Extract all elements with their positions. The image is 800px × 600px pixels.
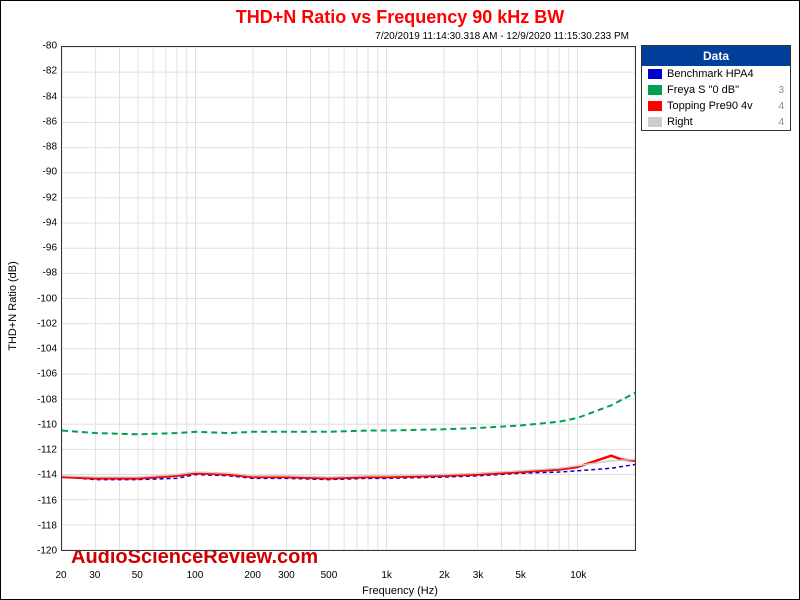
y-tick: -86: [29, 116, 57, 127]
x-tick: 200: [244, 570, 261, 581]
legend: Data Benchmark HPA4 Freya S "0 dB" 3 Toppin…: [641, 45, 791, 131]
x-tick: 1k: [381, 570, 392, 581]
y-axis-label: THD+N Ratio (dB): [7, 261, 19, 351]
y-tick: -120: [29, 546, 57, 557]
legend-label: Topping Pre90 4v: [667, 100, 753, 112]
x-tick: 100: [187, 570, 204, 581]
legend-count: 4: [778, 101, 784, 112]
y-tick: -92: [29, 192, 57, 203]
y-tick: -106: [29, 369, 57, 380]
legend-header: Data: [642, 46, 790, 66]
x-tick: 50: [132, 570, 143, 581]
legend-items: Benchmark HPA4 Freya S "0 dB" 3 Topping Pre…: [642, 66, 790, 130]
y-tick: -84: [29, 91, 57, 102]
chart-title: THD+N Ratio vs Frequency 90 kHz BW: [236, 7, 565, 28]
timestamps: 7/20/2019 11:14:30.318 AM - 12/9/2020 11…: [375, 31, 629, 42]
y-tick: -88: [29, 142, 57, 153]
y-tick: -110: [29, 419, 57, 430]
legend-item: Topping Pre90 4v 4: [642, 98, 790, 114]
legend-label: Freya S "0 dB": [667, 84, 739, 96]
legend-swatch: [648, 117, 662, 127]
legend-item: Right 4: [642, 114, 790, 130]
y-tick: -112: [29, 445, 57, 456]
plot-svg: [62, 47, 635, 550]
y-tick: -82: [29, 66, 57, 77]
x-tick: 10k: [570, 570, 586, 581]
y-tick: -102: [29, 318, 57, 329]
legend-count: 3: [778, 85, 784, 96]
x-tick: 500: [321, 570, 338, 581]
y-tick: -96: [29, 243, 57, 254]
y-tick: -98: [29, 268, 57, 279]
y-tick: -108: [29, 394, 57, 405]
legend-item: Freya S "0 dB" 3: [642, 82, 790, 98]
y-tick: -116: [29, 495, 57, 506]
y-tick: -94: [29, 217, 57, 228]
x-tick: 300: [278, 570, 295, 581]
y-tick: -104: [29, 344, 57, 355]
x-axis-label: Frequency (Hz): [362, 585, 438, 597]
legend-swatch: [648, 69, 662, 79]
legend-count: 4: [778, 117, 784, 128]
y-tick: -90: [29, 167, 57, 178]
x-tick: 3k: [473, 570, 484, 581]
y-tick: -80: [29, 41, 57, 52]
x-tick: 20: [55, 570, 66, 581]
x-tick: 2k: [439, 570, 450, 581]
y-tick: -114: [29, 470, 57, 481]
legend-label: Benchmark HPA4: [667, 68, 754, 80]
legend-swatch: [648, 85, 662, 95]
legend-swatch: [648, 101, 662, 111]
x-tick: 5k: [515, 570, 526, 581]
plot-frame: [61, 46, 636, 551]
legend-label: Right: [667, 116, 693, 128]
x-tick: 30: [89, 570, 100, 581]
y-tick: -118: [29, 520, 57, 531]
chart-container: THD+N Ratio vs Frequency 90 kHz BW 7/20/…: [0, 0, 800, 600]
y-tick: -100: [29, 293, 57, 304]
legend-item: Benchmark HPA4: [642, 66, 790, 82]
